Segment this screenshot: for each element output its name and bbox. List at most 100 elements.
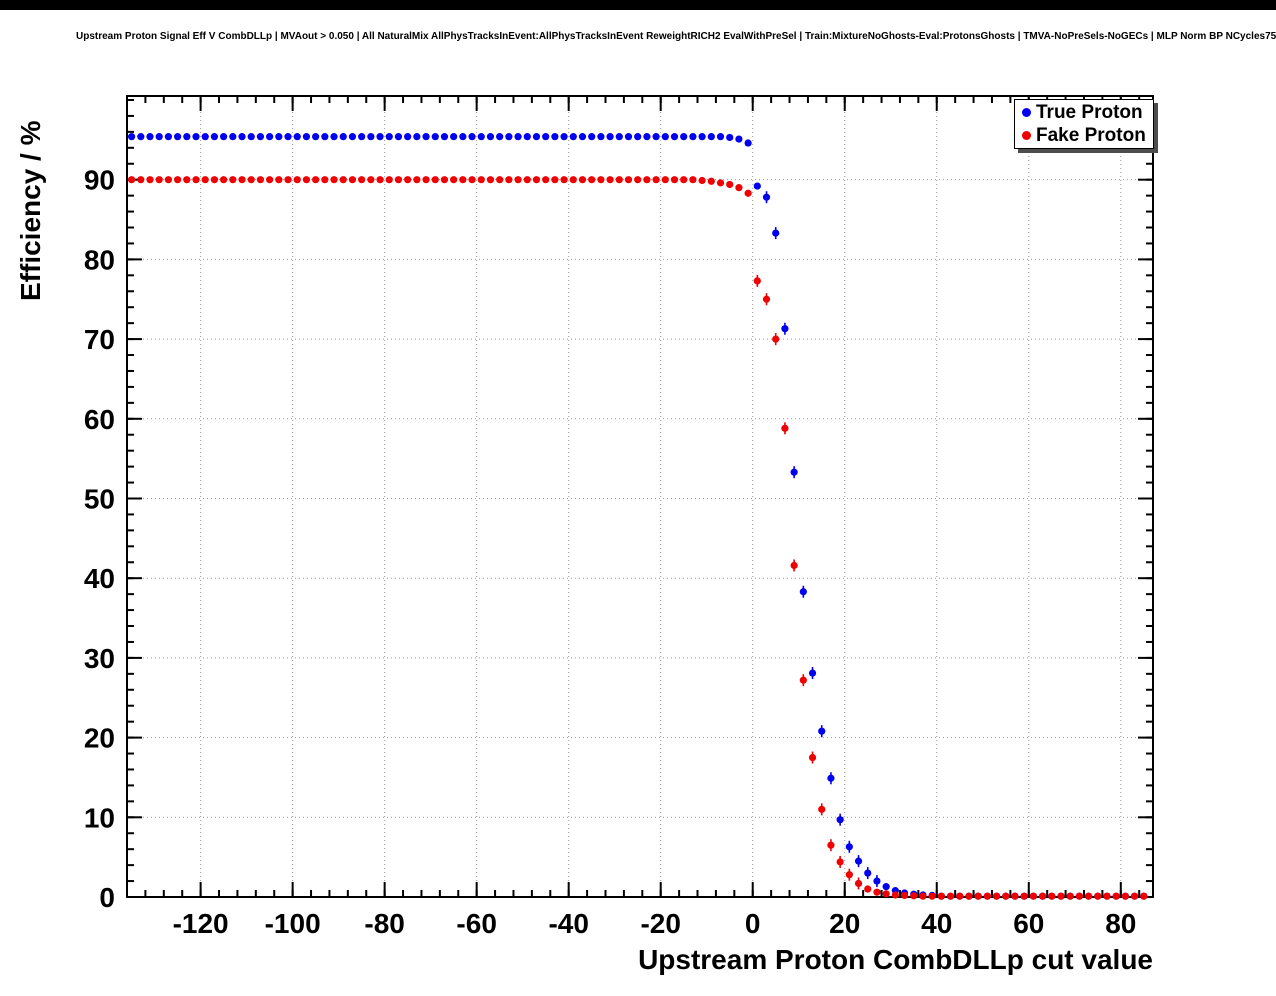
marker-fake-proton: [854, 879, 863, 888]
marker-fake-proton: [781, 424, 789, 432]
marker-fake-proton: [588, 176, 596, 184]
x-tick-label: 20: [829, 908, 860, 939]
marker-true-proton: [707, 133, 715, 141]
marker-true-proton: [716, 133, 725, 141]
marker-true-proton: [597, 133, 605, 141]
marker-fake-proton: [496, 176, 504, 184]
marker-fake-proton: [1038, 892, 1047, 900]
marker-fake-proton: [992, 892, 1001, 900]
marker-fake-proton: [376, 176, 384, 184]
marker-fake-proton: [597, 176, 605, 184]
marker-fake-proton: [523, 176, 531, 184]
marker-fake-proton: [1066, 892, 1074, 900]
marker-fake-proton: [799, 676, 807, 684]
marker-fake-proton: [1094, 892, 1102, 900]
marker-fake-proton: [174, 176, 182, 184]
marker-fake-proton: [183, 176, 191, 184]
y-tick-label: 10: [84, 802, 115, 833]
marker-true-proton: [882, 883, 890, 891]
marker-fake-proton: [772, 335, 780, 343]
marker-true-proton: [450, 133, 458, 141]
legend-marker-icon: [1022, 108, 1031, 117]
marker-true-proton: [330, 133, 338, 141]
marker-true-proton: [698, 133, 706, 141]
marker-fake-proton: [578, 176, 587, 184]
marker-true-proton: [496, 133, 504, 141]
marker-fake-proton: [164, 176, 173, 184]
marker-fake-proton: [348, 176, 357, 184]
marker-fake-proton: [422, 176, 430, 184]
marker-true-proton: [624, 133, 633, 141]
marker-fake-proton: [634, 176, 642, 184]
marker-fake-proton: [450, 176, 458, 184]
marker-fake-proton: [210, 176, 219, 184]
marker-fake-proton: [1011, 892, 1019, 900]
marker-true-proton: [532, 133, 541, 141]
marker-true-proton: [505, 133, 513, 141]
marker-true-proton: [312, 133, 320, 141]
marker-fake-proton: [744, 189, 752, 197]
marker-true-proton: [551, 133, 559, 141]
marker-true-proton: [790, 468, 798, 476]
marker-true-proton: [468, 133, 476, 141]
marker-fake-proton: [974, 892, 982, 900]
marker-fake-proton: [220, 176, 228, 184]
marker-fake-proton: [358, 176, 366, 184]
marker-true-proton: [744, 139, 752, 147]
marker-fake-proton: [928, 892, 936, 900]
y-tick-label: 30: [84, 643, 115, 674]
marker-fake-proton: [266, 176, 274, 184]
marker-fake-proton: [827, 841, 835, 849]
marker-fake-proton: [275, 176, 283, 184]
y-tick-label: 0: [99, 882, 115, 913]
marker-true-proton: [266, 133, 274, 141]
marker-fake-proton: [726, 180, 734, 189]
x-tick-label: 60: [1013, 908, 1044, 939]
marker-true-proton: [818, 727, 826, 735]
marker-true-proton: [164, 133, 173, 141]
legend: True Proton Fake Proton: [1014, 99, 1154, 149]
marker-fake-proton: [1103, 892, 1111, 900]
marker-true-proton: [201, 133, 209, 141]
marker-true-proton: [431, 133, 439, 141]
y-tick-label: 90: [84, 165, 115, 196]
marker-true-proton: [615, 133, 623, 141]
marker-fake-proton: [606, 176, 614, 184]
marker-true-proton: [192, 133, 200, 141]
marker-fake-proton: [146, 176, 154, 184]
marker-fake-proton: [1048, 892, 1056, 900]
marker-true-proton: [367, 133, 375, 141]
marker-true-proton: [339, 133, 347, 141]
marker-true-proton: [477, 133, 485, 141]
y-tick-label: 50: [84, 483, 115, 514]
marker-fake-proton: [643, 176, 651, 184]
marker-fake-proton: [1020, 892, 1028, 900]
marker-fake-proton: [201, 176, 209, 184]
marker-fake-proton: [762, 295, 771, 303]
marker-true-proton: [569, 133, 577, 141]
marker-fake-proton: [753, 277, 761, 285]
marker-fake-proton: [560, 176, 568, 184]
x-tick-label: -80: [364, 908, 404, 939]
marker-fake-proton: [413, 176, 421, 184]
x-tick-label: -120: [173, 908, 229, 939]
marker-true-proton: [781, 325, 789, 333]
marker-true-proton: [146, 133, 154, 141]
marker-true-proton: [413, 133, 421, 141]
marker-fake-proton: [514, 176, 522, 184]
marker-fake-proton: [321, 176, 329, 184]
marker-fake-proton: [790, 561, 798, 570]
marker-true-proton: [726, 133, 734, 142]
x-tick-label: 0: [745, 908, 761, 939]
marker-fake-proton: [551, 176, 559, 184]
marker-fake-proton: [1084, 892, 1093, 900]
marker-true-proton: [606, 133, 614, 141]
marker-true-proton: [284, 133, 292, 141]
marker-fake-proton: [404, 176, 412, 184]
marker-fake-proton: [946, 892, 955, 900]
marker-true-proton: [845, 843, 853, 851]
legend-label: True Proton: [1036, 101, 1143, 123]
marker-fake-proton: [698, 176, 706, 185]
